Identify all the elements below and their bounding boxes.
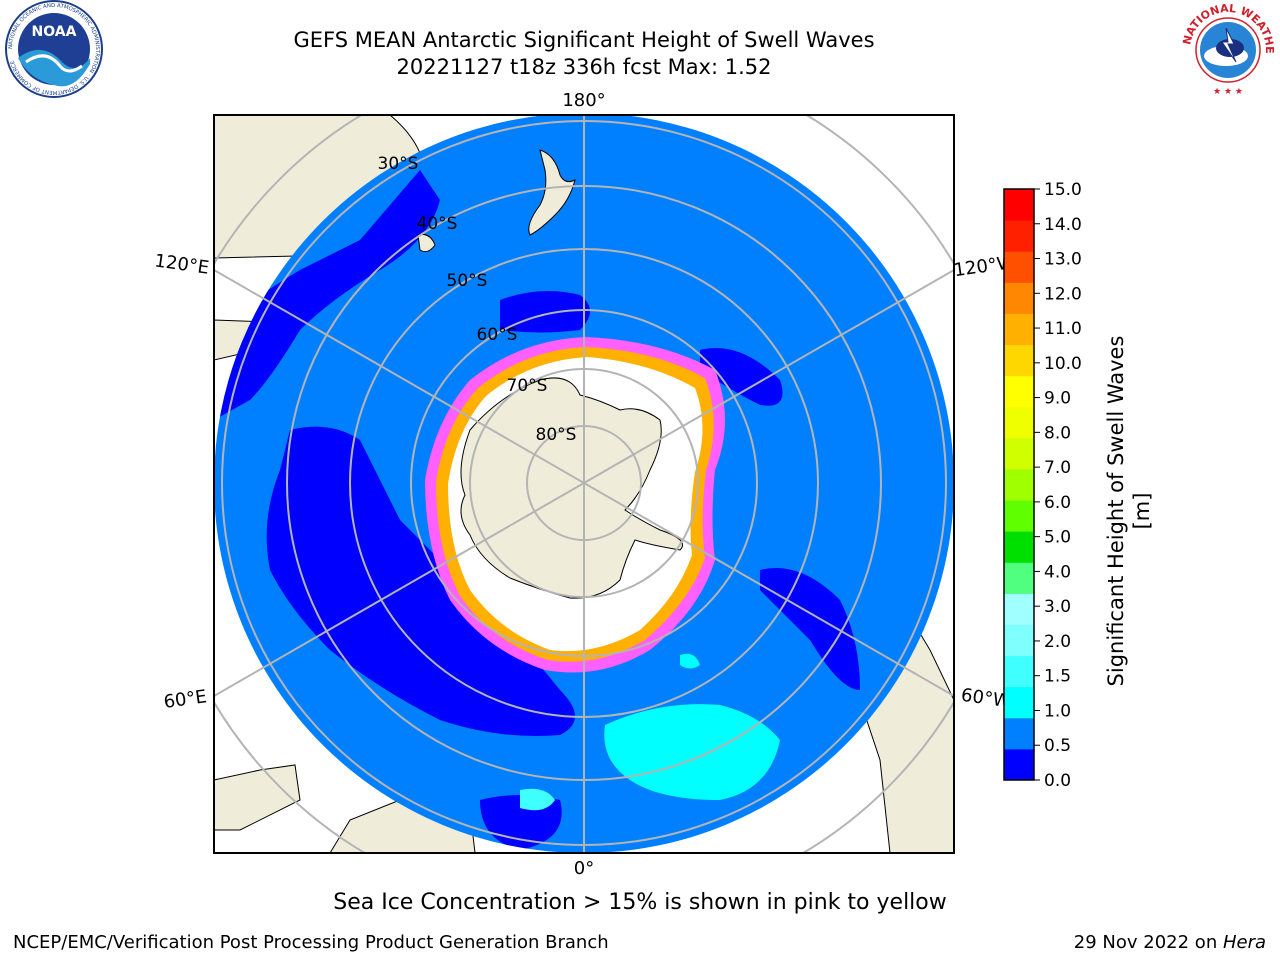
footer-credit: NCEP/EMC/Verification Post Processing Pr… (13, 932, 609, 953)
colorbar-tick-label: 12.0 (1044, 284, 1082, 304)
colorbar-segment (1004, 406, 1034, 439)
colorbar-segment (1004, 748, 1034, 781)
nws-logo: NATIONAL WEATHER SERVICE ★ ★ ★ (1176, 0, 1276, 97)
lon-label-120e: 120°E (153, 250, 210, 278)
colorbar-tick-label: 2.0 (1044, 632, 1071, 652)
colorbar-segment (1004, 531, 1034, 563)
colorbar-segment (1004, 344, 1034, 377)
colorbar-title: Significant Height of Swell Waves [m] (1104, 335, 1154, 687)
colorbar-tick-label: 6.0 (1044, 493, 1071, 513)
colorbar-tick-label: 0.0 (1044, 771, 1071, 791)
colorbar: 0.0 0.5 1.0 1.5 2.0 3.0 4.0 5.0 6.0 7.0 8.0 9.0 10.0… (1003, 180, 1082, 791)
colorbar-segment (1004, 375, 1034, 408)
colorbar-tick-label: 1.5 (1044, 667, 1071, 687)
lat-label-50s: 50°S (447, 271, 488, 291)
map-frame (213, 114, 955, 854)
lon-label-60e: 60°E (162, 686, 208, 713)
map-title: GEFS MEAN Antarctic Significant Height o… (293, 28, 875, 52)
lat-label-60s: 60°S (477, 325, 518, 345)
map-subtitle: 20221127 t18z 336h fcst Max: 1.52 (396, 55, 772, 79)
colorbar-tick-label: 13.0 (1044, 250, 1082, 270)
colorbar-segment (1004, 717, 1034, 750)
colorbar-tick-label: 8.0 (1044, 423, 1071, 443)
colorbar-segment (1004, 437, 1034, 470)
colorbar-tick-label: 4.0 (1044, 562, 1071, 582)
colorbar-tick-label: 15.0 (1044, 180, 1082, 200)
footer-date-text: 29 Nov 2022 on (1073, 932, 1223, 953)
colorbar-segment (1004, 220, 1034, 252)
colorbar-segment (1004, 686, 1034, 719)
colorbar-segment (1004, 624, 1034, 657)
footer-date: 29 Nov 2022 on Hera (1074, 932, 1266, 953)
lon-label-0: 0° (574, 858, 594, 879)
colorbar-tick-label: 1.0 (1044, 701, 1071, 721)
polar-map: 180° 0° 120°E 60°E 120°W 60°W 30°S 40°S … (153, 90, 1016, 879)
colorbar-tick-label: 9.0 (1044, 389, 1071, 409)
colorbar-tick-label: 0.5 (1044, 736, 1071, 756)
colorbar-tick-label: 10.0 (1044, 354, 1082, 374)
lat-label-30s: 30°S (378, 154, 419, 174)
graticule (214, 115, 954, 853)
colorbar-tick-label: 3.0 (1044, 597, 1071, 617)
tasmania (417, 234, 436, 253)
lat-label-40s: 40°S (417, 214, 458, 234)
noaa-logo: NOAA NATIONAL OCEANIC AND ATMOSPHERIC AD… (5, 0, 103, 98)
new-zealand (528, 149, 576, 236)
colorbar-segment (1004, 593, 1034, 625)
svg-text:★ ★ ★: ★ ★ ★ (1213, 87, 1243, 97)
lat-label-80s: 80°S (536, 425, 577, 445)
footer-machine: Hera (1222, 932, 1266, 953)
noaa-logo-text: NOAA (32, 24, 77, 40)
cyan-swell-area (520, 653, 780, 811)
colorbar-tick-label: 11.0 (1044, 319, 1082, 339)
colorbar-segment (1004, 562, 1034, 594)
sea-ice-note: Sea Ice Concentration > 15% is shown in … (333, 890, 947, 915)
colorbar-segment (1004, 655, 1034, 688)
colorbar-segment (1004, 468, 1034, 501)
colorbar-segment (1004, 500, 1034, 532)
colorbar-tick-label: 5.0 (1044, 528, 1071, 548)
colorbar-segment (1004, 189, 1034, 221)
colorbar-segment (1004, 251, 1034, 283)
colorbar-tick-label: 7.0 (1044, 458, 1071, 478)
lat-label-70s: 70°S (507, 376, 548, 396)
colorbar-segment (1004, 282, 1034, 314)
antarctica (460, 377, 683, 599)
colorbar-tick-label: 14.0 (1044, 215, 1082, 235)
colorbar-segment (1004, 313, 1034, 346)
colorbar-frame (1003, 188, 1035, 781)
lon-label-180: 180° (562, 90, 605, 111)
